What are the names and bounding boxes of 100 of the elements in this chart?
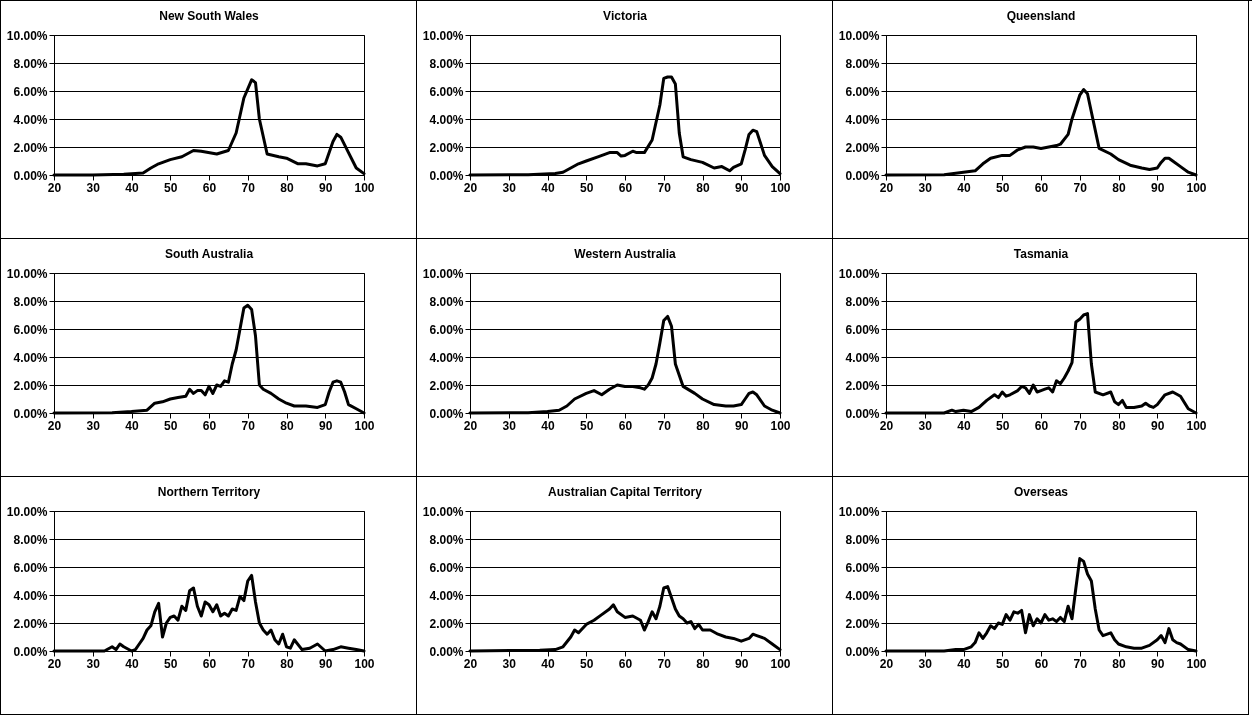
y-tick-label: 10.00% xyxy=(422,266,464,281)
x-tick-label: 20 xyxy=(463,656,478,671)
y-tick-label: 2.00% xyxy=(13,616,48,631)
x-tick-label: 90 xyxy=(1151,656,1165,671)
y-tick-label: 4.00% xyxy=(429,112,464,127)
y-tick-label: 2.00% xyxy=(845,616,880,631)
y-tick-label: 6.00% xyxy=(845,84,880,99)
y-tick-label: 4.00% xyxy=(13,588,48,603)
y-tick-label: 6.00% xyxy=(845,322,880,337)
y-tick-label: 2.00% xyxy=(429,378,464,393)
x-tick-label: 80 xyxy=(696,656,710,671)
x-tick-label: 90 xyxy=(319,180,333,195)
y-tick-label: 0.00% xyxy=(845,406,880,421)
y-tick-label: 4.00% xyxy=(845,588,880,603)
y-tick-label: 0.00% xyxy=(13,168,48,183)
x-tick-label: 80 xyxy=(280,180,294,195)
x-tick-label: 100 xyxy=(1186,656,1207,671)
y-tick-label: 6.00% xyxy=(429,322,464,337)
x-tick-label: 40 xyxy=(125,418,139,433)
x-tick-label: 100 xyxy=(770,180,791,195)
y-tick-label: 10.00% xyxy=(6,504,48,519)
x-tick-label: 60 xyxy=(618,418,633,433)
x-tick-label: 20 xyxy=(47,656,62,671)
y-tick-label: 0.00% xyxy=(429,168,464,183)
x-tick-label: 60 xyxy=(202,656,217,671)
x-tick-label: 80 xyxy=(696,180,710,195)
x-tick-label: 70 xyxy=(1073,656,1088,671)
x-tick-label: 30 xyxy=(86,180,101,195)
y-tick-label: 10.00% xyxy=(422,504,464,519)
x-tick-label: 100 xyxy=(1186,418,1207,433)
x-tick-label: 40 xyxy=(125,180,139,195)
x-tick-label: 90 xyxy=(735,180,749,195)
y-tick-label: 10.00% xyxy=(6,28,48,43)
x-tick-label: 70 xyxy=(657,180,672,195)
x-tick-label: 50 xyxy=(996,418,1010,433)
chart-title: Queensland xyxy=(1006,9,1076,23)
y-tick-label: 2.00% xyxy=(845,140,880,155)
y-tick-label: 6.00% xyxy=(13,322,48,337)
x-tick-label: 50 xyxy=(580,418,594,433)
x-tick-label: 70 xyxy=(241,180,256,195)
x-tick-label: 90 xyxy=(319,656,333,671)
x-tick-label: 90 xyxy=(319,418,333,433)
y-tick-label: 2.00% xyxy=(13,140,48,155)
x-tick-label: 80 xyxy=(1112,418,1126,433)
y-tick-label: 8.00% xyxy=(13,532,48,547)
chart-title: Tasmania xyxy=(1013,247,1069,261)
x-tick-label: 50 xyxy=(996,180,1010,195)
chart-title: South Australia xyxy=(164,247,254,261)
y-tick-label: 0.00% xyxy=(429,406,464,421)
x-tick-label: 30 xyxy=(502,180,517,195)
x-tick-label: 30 xyxy=(502,656,517,671)
x-tick-label: 30 xyxy=(502,418,517,433)
y-tick-label: 6.00% xyxy=(13,560,48,575)
x-tick-label: 60 xyxy=(202,180,217,195)
x-tick-label: 30 xyxy=(86,418,101,433)
x-tick-label: 100 xyxy=(354,418,375,433)
x-tick-label: 100 xyxy=(354,180,375,195)
x-tick-label: 60 xyxy=(1034,656,1049,671)
x-tick-label: 60 xyxy=(1034,180,1049,195)
chart-title: Overseas xyxy=(1013,485,1069,499)
x-tick-label: 90 xyxy=(735,418,749,433)
y-tick-label: 2.00% xyxy=(429,616,464,631)
x-tick-label: 20 xyxy=(879,418,894,433)
y-tick-label: 8.00% xyxy=(429,532,464,547)
y-tick-label: 10.00% xyxy=(6,266,48,281)
x-tick-label: 80 xyxy=(1112,180,1126,195)
y-tick-label: 0.00% xyxy=(429,644,464,659)
x-tick-label: 30 xyxy=(86,656,101,671)
y-tick-label: 0.00% xyxy=(13,406,48,421)
x-tick-label: 20 xyxy=(47,180,62,195)
x-tick-label: 70 xyxy=(241,418,256,433)
x-tick-label: 90 xyxy=(1151,418,1165,433)
y-tick-label: 6.00% xyxy=(429,560,464,575)
x-tick-label: 80 xyxy=(1112,656,1126,671)
chart-title: Northern Territory xyxy=(157,485,261,499)
x-tick-label: 60 xyxy=(202,418,217,433)
x-tick-label: 90 xyxy=(1151,180,1165,195)
x-tick-label: 100 xyxy=(1186,180,1207,195)
y-tick-label: 4.00% xyxy=(429,350,464,365)
x-tick-label: 70 xyxy=(1073,418,1088,433)
x-tick-label: 20 xyxy=(47,418,62,433)
y-tick-label: 6.00% xyxy=(845,560,880,575)
y-tick-label: 8.00% xyxy=(13,56,48,71)
x-tick-label: 100 xyxy=(354,656,375,671)
y-tick-label: 0.00% xyxy=(13,644,48,659)
x-tick-label: 60 xyxy=(618,656,633,671)
chart-title: Australian Capital Territory xyxy=(548,485,703,499)
y-tick-label: 10.00% xyxy=(838,266,880,281)
x-tick-label: 60 xyxy=(618,180,633,195)
x-tick-label: 80 xyxy=(696,418,710,433)
x-tick-label: 80 xyxy=(280,656,294,671)
x-tick-label: 30 xyxy=(918,418,933,433)
x-tick-label: 70 xyxy=(1073,180,1088,195)
y-tick-label: 4.00% xyxy=(845,350,880,365)
y-tick-label: 4.00% xyxy=(429,588,464,603)
x-tick-label: 40 xyxy=(541,656,555,671)
y-tick-label: 10.00% xyxy=(422,28,464,43)
y-tick-label: 2.00% xyxy=(429,140,464,155)
y-tick-label: 4.00% xyxy=(13,112,48,127)
x-tick-label: 100 xyxy=(770,418,791,433)
